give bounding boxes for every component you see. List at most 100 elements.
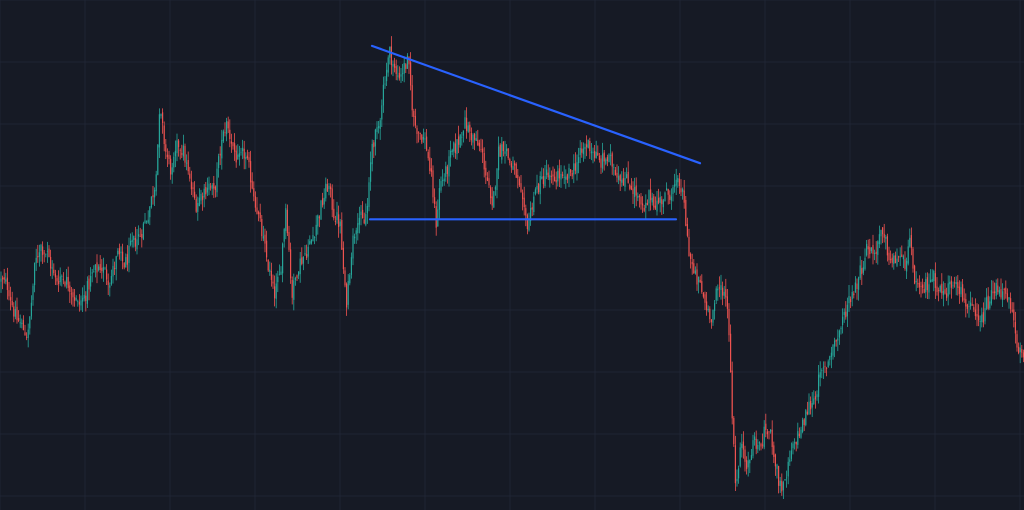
candle-up-body — [83, 295, 85, 299]
candle-down-body — [944, 289, 946, 294]
candle-up-body — [677, 177, 679, 183]
candle-down-body — [912, 248, 914, 269]
candle-down-body — [640, 196, 642, 205]
candle-up-body — [186, 162, 188, 164]
candle-up-body — [352, 235, 354, 259]
candle-up-body — [237, 154, 239, 160]
candle-up-body — [534, 189, 536, 194]
candle-down-body — [26, 336, 28, 338]
candle-up-body — [968, 306, 970, 308]
candle-up-body — [115, 256, 117, 270]
candle-down-body — [346, 283, 348, 308]
candle-up-body — [789, 459, 791, 462]
candle-up-body — [787, 461, 789, 477]
candle-up-body — [128, 245, 130, 263]
candle-up-body — [374, 129, 376, 147]
candle-down-body — [597, 152, 599, 156]
candle-up-body — [602, 153, 604, 169]
candle-up-body — [498, 146, 500, 171]
candle-up-body — [82, 297, 84, 302]
candle-down-body — [229, 129, 231, 140]
candle-down-body — [966, 304, 968, 309]
candle-up-body — [794, 442, 796, 444]
candle-down-body — [853, 293, 855, 296]
candle-down-body — [890, 259, 892, 261]
candle-up-body — [829, 356, 831, 360]
drawn-trendlines[interactable] — [368, 44, 702, 221]
candle-up-body — [834, 340, 836, 347]
candle-down-body — [290, 249, 292, 279]
candle-down-body — [13, 306, 15, 317]
candle-down-body — [344, 270, 346, 286]
candle-up-body — [960, 287, 962, 295]
candle-up-body — [269, 269, 271, 272]
candle-up-body — [387, 57, 389, 73]
candle-up-body — [995, 283, 997, 296]
candle-down-body — [658, 197, 660, 203]
candle-up-body — [93, 271, 95, 273]
candle-down-body — [718, 287, 720, 289]
candle-up-body — [450, 150, 452, 158]
candle-up-body — [424, 138, 426, 140]
candle-down-body — [594, 151, 596, 158]
candle-down-body — [483, 152, 485, 170]
candle-down-body — [190, 181, 192, 190]
candle-down-body — [2, 277, 4, 280]
candle-down-body — [845, 311, 847, 318]
candle-up-body — [77, 301, 79, 302]
candle-up-body — [453, 142, 455, 152]
candle-down-body — [373, 142, 375, 148]
candle-down-body — [768, 431, 770, 433]
candle-up-body — [285, 208, 287, 232]
candle-down-body — [726, 296, 728, 309]
descending-resistance-line[interactable] — [370, 44, 702, 165]
candle-up-body — [621, 179, 623, 183]
candle-up-body — [226, 121, 228, 135]
candle-down-body — [856, 283, 858, 290]
candle-up-body — [549, 175, 551, 181]
candle-down-body — [432, 170, 434, 198]
candle-down-body — [342, 247, 344, 270]
candle-down-body — [474, 133, 476, 140]
candle-up-body — [931, 278, 933, 282]
candle-down-body — [910, 235, 912, 249]
candle-down-body — [730, 333, 732, 373]
candle-up-body — [859, 265, 861, 278]
candle-down-body — [477, 139, 479, 146]
candle-up-body — [990, 290, 992, 304]
candle-up-body — [805, 410, 807, 425]
candle-down-body — [627, 171, 629, 183]
candle-down-body — [434, 197, 436, 204]
candle-up-body — [130, 241, 132, 245]
candle-down-body — [973, 307, 975, 310]
candle-up-body — [854, 282, 856, 293]
candle-down-body — [894, 255, 896, 263]
candle-up-body — [464, 117, 466, 129]
candle-down-body — [517, 175, 519, 179]
candle-down-body — [178, 140, 180, 148]
candle-down-body — [53, 269, 55, 274]
candle-up-body — [35, 257, 37, 264]
candle-up-body — [315, 224, 317, 236]
candle-up-body — [501, 144, 503, 160]
candle-down-body — [42, 246, 44, 255]
candle-up-body — [618, 176, 620, 180]
candle-down-body — [509, 159, 511, 164]
candle-down-body — [230, 141, 232, 144]
candle-down-body — [248, 157, 250, 163]
candle-down-body — [650, 189, 652, 201]
candle-up-body — [723, 291, 725, 296]
candle-up-body — [651, 197, 653, 203]
candle-up-body — [840, 328, 842, 329]
candle-up-body — [320, 200, 322, 220]
candle-down-body — [522, 192, 524, 200]
candle-up-body — [584, 146, 586, 150]
candle-up-body — [909, 237, 911, 247]
candle-up-body — [862, 267, 864, 273]
candle-up-body — [462, 130, 464, 136]
candle-up-body — [736, 478, 738, 482]
candle-down-body — [1021, 349, 1023, 353]
candle-down-body — [691, 261, 693, 265]
